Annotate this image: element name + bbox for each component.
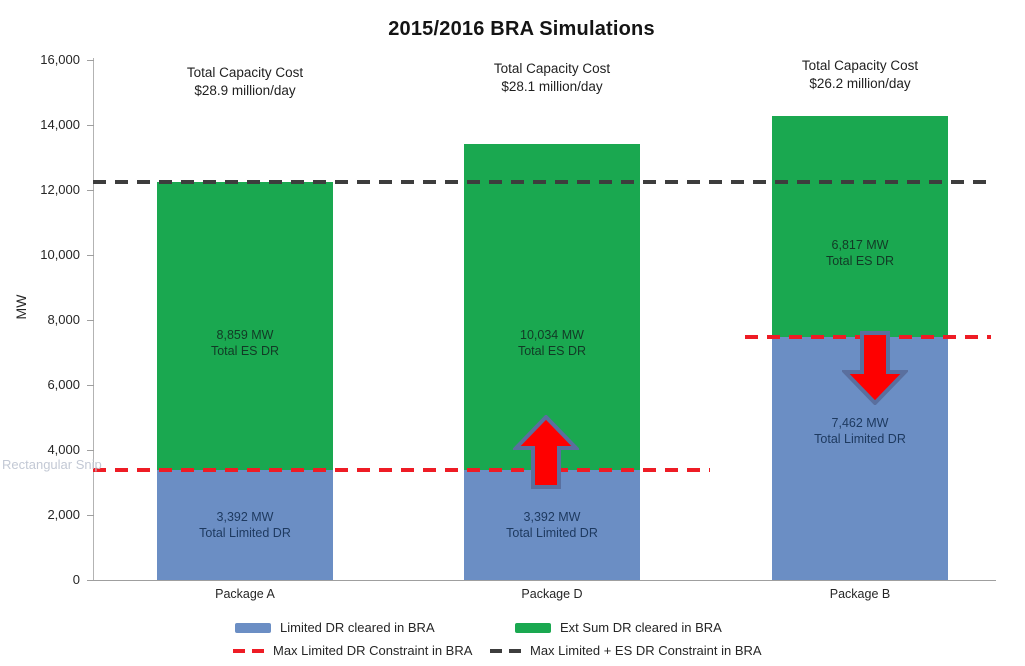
legend-bar-swatch — [235, 622, 271, 633]
legend-label: Ext Sum DR cleared in BRA — [560, 620, 722, 635]
down-arrow-icon — [840, 331, 910, 406]
legend-label: Limited DR cleared in BRA — [280, 620, 435, 635]
es-dr-label: 10,034 MW Total ES DR — [452, 327, 652, 359]
legend-item: Max Limited + ES DR Constraint in BRA — [490, 643, 762, 658]
limited-dr-label-line: 7,462 MW — [831, 415, 889, 430]
bar-segment-es-dr — [464, 143, 640, 470]
legend-item: Ext Sum DR cleared in BRA — [515, 620, 722, 635]
legend-dashed-line-marker — [490, 648, 521, 653]
category-label: Package D — [521, 587, 583, 601]
limited-dr-label: 3,392 MW Total Limited DR — [145, 509, 345, 541]
legend-label: Max Limited + ES DR Constraint in BRA — [530, 643, 762, 658]
legend-label: Max Limited DR Constraint in BRA — [273, 643, 473, 658]
limited-dr-label: 7,462 MW Total Limited DR — [760, 415, 960, 447]
chart-title: 2015/2016 BRA Simulations — [388, 18, 655, 40]
y-tick-mark — [87, 515, 94, 516]
max-limited-dr-constraint-line — [93, 467, 710, 472]
snip-tool-watermark: Rectangular Snip — [2, 457, 102, 472]
limited-dr-label-line: 3,392 MW — [523, 509, 581, 524]
y-tick-label: 6,000 — [47, 377, 80, 392]
capacity-cost-annotation: Total Capacity Cost $28.9 million/day — [187, 64, 303, 100]
capacity-cost-line: Total Capacity Cost — [493, 61, 611, 76]
y-tick-mark — [87, 255, 94, 256]
bar-segment-es-dr — [772, 115, 948, 338]
y-tick-label: 8,000 — [47, 312, 80, 327]
y-tick-mark — [87, 580, 94, 581]
y-tick-mark — [87, 320, 94, 321]
limited-dr-label: 3,392 MW Total Limited DR — [452, 509, 652, 541]
max-limited-plus-es-constraint-line — [93, 180, 991, 184]
capacity-cost-annotation: Total Capacity Cost $26.2 million/day — [802, 57, 918, 93]
es-dr-label-line: Total ES DR — [210, 343, 280, 358]
y-tick-mark — [87, 385, 94, 386]
y-tick-label: 10,000 — [40, 247, 80, 262]
limited-dr-label-line: 3,392 MW — [216, 509, 274, 524]
es-dr-label-line: 8,859 MW — [216, 327, 274, 342]
limited-dr-label-line: Total Limited DR — [814, 431, 906, 446]
y-tick-mark — [87, 450, 94, 451]
limited-dr-label-line: Total Limited DR — [506, 525, 598, 540]
y-tick-mark — [87, 125, 94, 126]
es-dr-label-line: Total ES DR — [517, 343, 587, 358]
capacity-cost-line: Total Capacity Cost — [186, 65, 304, 80]
y-tick-label: 4,000 — [47, 442, 80, 457]
y-tick-label: 0 — [72, 572, 80, 587]
category-label: Package B — [829, 587, 891, 601]
legend-item: Max Limited DR Constraint in BRA — [233, 643, 472, 658]
capacity-cost-line: Total Capacity Cost — [801, 58, 919, 73]
capacity-cost-line: $28.1 million/day — [501, 79, 603, 94]
legend-dashed-line-marker — [233, 648, 264, 653]
y-tick-label: 16,000 — [40, 52, 80, 67]
category-label: Package A — [215, 587, 275, 601]
es-dr-label-line: Total ES DR — [825, 253, 895, 268]
y-axis-line — [93, 58, 94, 581]
es-dr-label-line: 6,817 MW — [831, 237, 889, 252]
legend-bar-swatch — [515, 622, 551, 633]
bar-segment-limited-dr — [157, 469, 333, 580]
x-axis-line — [93, 580, 996, 581]
y-tick-mark — [87, 60, 94, 61]
capacity-cost-line: $26.2 million/day — [809, 76, 911, 91]
y-tick-label: 12,000 — [40, 182, 80, 197]
es-dr-label: 6,817 MW Total ES DR — [760, 237, 960, 269]
y-tick-label: 14,000 — [40, 117, 80, 132]
y-tick-label: 2,000 — [47, 507, 80, 522]
y-tick-mark — [87, 190, 94, 191]
capacity-cost-annotation: Total Capacity Cost $28.1 million/day — [494, 60, 610, 96]
es-dr-label-line: 10,034 MW — [520, 327, 584, 342]
limited-dr-label-line: Total Limited DR — [199, 525, 291, 540]
up-arrow-icon — [511, 414, 581, 489]
es-dr-label: 8,859 MW Total ES DR — [145, 327, 345, 359]
legend-item: Limited DR cleared in BRA — [235, 620, 435, 635]
bar-segment-es-dr — [157, 181, 333, 470]
capacity-cost-line: $28.9 million/day — [194, 83, 296, 98]
